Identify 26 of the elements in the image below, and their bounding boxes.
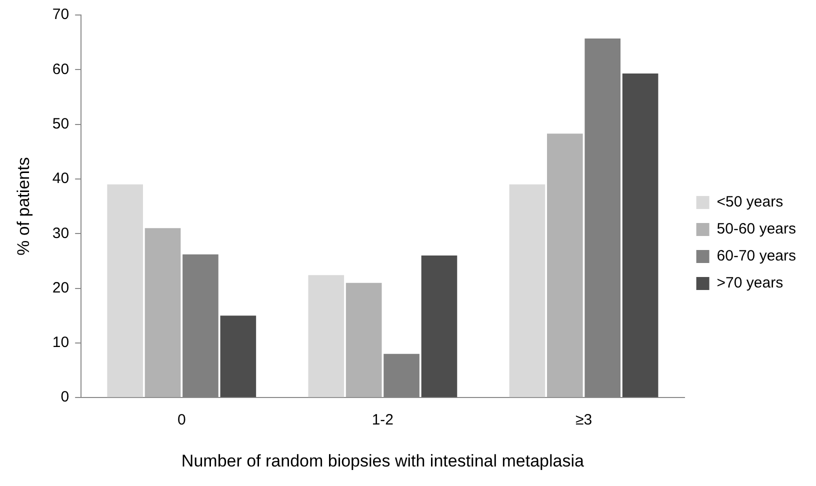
- y-tick-label: 40: [52, 170, 70, 188]
- bar: [144, 228, 181, 398]
- bar: [308, 275, 344, 398]
- x-tick-label: 0: [177, 412, 186, 429]
- legend-label: >70 years: [716, 274, 784, 292]
- legend-label: <50 years: [716, 194, 784, 211]
- y-tick-label: 10: [52, 334, 70, 352]
- y-tick-label: 50: [52, 115, 70, 132]
- y-axis-title: % of patients: [14, 157, 33, 256]
- legend-label: 60-70 years: [716, 248, 796, 265]
- legend-label: 50-60 years: [716, 220, 796, 238]
- bar: [622, 73, 658, 398]
- y-tick-label: 70: [52, 6, 70, 24]
- bar: [220, 316, 256, 398]
- x-axis-title: Number of random biopsies with intestinal metaplasia: [181, 451, 584, 470]
- y-tick-label: 20: [52, 279, 70, 296]
- y-tick-label: 30: [52, 224, 70, 242]
- x-tick-label: ≥3: [575, 412, 592, 429]
- bar: [107, 184, 143, 398]
- bar: [546, 134, 583, 398]
- x-tick-label: 1-2: [372, 412, 394, 429]
- bar: [421, 255, 458, 398]
- y-tick-label: 0: [60, 388, 70, 406]
- bar: [509, 184, 546, 398]
- y-tick-label: 60: [52, 60, 70, 78]
- bar: [346, 282, 382, 398]
